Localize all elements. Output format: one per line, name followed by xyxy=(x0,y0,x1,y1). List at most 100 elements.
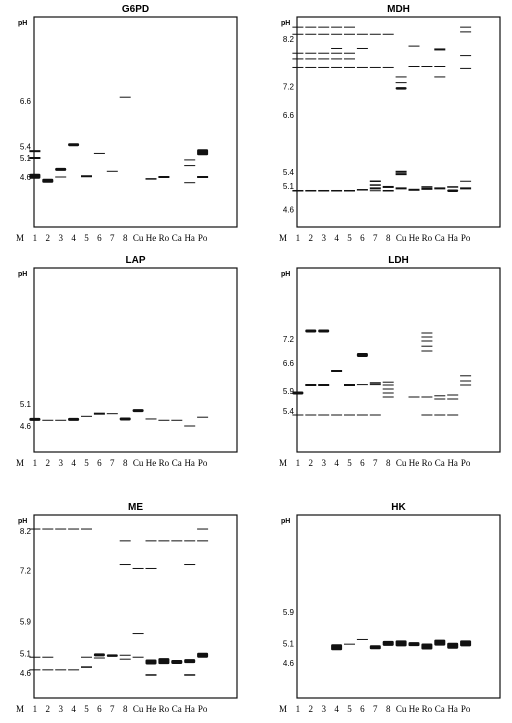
panel-mdh: MDH pH 8.2 7.2 6.6 5.4 5.1 4.6 M 1 2 3 4 5 6 7 8 Cu He Ro Ca… xyxy=(279,4,501,243)
band xyxy=(197,528,209,530)
lane-label: M xyxy=(16,233,24,243)
band xyxy=(318,384,330,386)
lane-label: 2 xyxy=(46,458,51,468)
band xyxy=(119,540,131,542)
band xyxy=(158,540,170,542)
band xyxy=(145,567,157,569)
ph-axis-label: pH xyxy=(281,518,290,525)
lane-label: 8 xyxy=(386,233,391,243)
ph-tick-label: 6.6 xyxy=(283,111,295,120)
band xyxy=(55,167,67,171)
band xyxy=(305,329,317,333)
lane-label: 5 xyxy=(347,704,352,714)
lane-label: 5 xyxy=(347,233,352,243)
ph-tick-label: 4.6 xyxy=(20,422,32,431)
band xyxy=(197,176,209,178)
lane-label: 8 xyxy=(386,458,391,468)
lane-label: 7 xyxy=(110,233,115,243)
band xyxy=(119,417,131,421)
lane-label: M xyxy=(16,458,24,468)
ph-tick-label: 4.6 xyxy=(20,669,32,678)
band xyxy=(460,640,472,647)
band xyxy=(42,656,54,658)
lane-label: He xyxy=(409,458,420,468)
band xyxy=(382,392,394,394)
band xyxy=(447,186,459,188)
band xyxy=(395,76,407,78)
band xyxy=(184,540,196,542)
band xyxy=(93,657,105,659)
band xyxy=(447,414,459,416)
band xyxy=(408,396,420,398)
band xyxy=(356,66,368,68)
band xyxy=(93,653,105,657)
lane-label: 8 xyxy=(386,704,391,714)
ph-tick-label: 5.9 xyxy=(20,618,32,627)
band xyxy=(421,396,433,398)
band xyxy=(369,382,381,384)
lane-label: 6 xyxy=(360,458,365,468)
band xyxy=(344,414,355,416)
band xyxy=(171,419,183,421)
ph-tick-label: 4.6 xyxy=(283,206,295,215)
lane-label: Po xyxy=(198,458,208,468)
lane-label: 5 xyxy=(347,458,352,468)
lane-label: 1 xyxy=(33,233,38,243)
ph-tick-label: 5.1 xyxy=(20,400,32,409)
band xyxy=(382,66,394,68)
band xyxy=(119,658,131,660)
band xyxy=(305,52,317,54)
ph-tick-label: 7.2 xyxy=(283,82,295,91)
band xyxy=(434,66,446,68)
panel-ldh: LDH pH 7.2 6.6 5.9 5.4 M 1 2 3 4 5 6 7 8 Cu He Ro Ca Ha Po xyxy=(279,255,501,468)
lane-label: He xyxy=(409,233,420,243)
band xyxy=(145,178,157,180)
band xyxy=(344,52,355,54)
ph-axis-label: pH xyxy=(18,271,27,278)
panel-hk: HK pH 5.9 5.1 4.6 M 1 2 3 4 5 6 7 8 Cu He Ro Ca Ha Po xyxy=(279,502,501,714)
lane-label: 5 xyxy=(84,704,89,714)
band xyxy=(369,184,381,186)
lane-label: 2 xyxy=(46,704,51,714)
ph-axis-label: pH xyxy=(281,20,290,27)
band xyxy=(395,170,407,173)
band xyxy=(158,176,170,178)
band xyxy=(171,540,183,542)
lane-label: Ro xyxy=(422,458,433,468)
band xyxy=(369,66,381,68)
band xyxy=(318,58,330,60)
band xyxy=(344,33,355,35)
lane-label: 4 xyxy=(71,233,76,243)
band xyxy=(421,340,433,342)
band xyxy=(305,384,317,386)
lane-label: 2 xyxy=(309,704,314,714)
lane-label: Ro xyxy=(159,704,170,714)
lane-label: 3 xyxy=(58,458,63,468)
panel-frame xyxy=(33,16,238,228)
lane-label: Ha xyxy=(184,704,195,714)
ph-tick-label: 5.4 xyxy=(283,168,295,177)
lane-label: Po xyxy=(461,704,471,714)
lane-label: 4 xyxy=(334,233,339,243)
band xyxy=(55,669,67,671)
band xyxy=(382,388,394,390)
band xyxy=(356,638,368,640)
lane-label: 2 xyxy=(309,233,314,243)
band xyxy=(305,58,317,60)
lane-label: 7 xyxy=(373,458,378,468)
lane-label: 8 xyxy=(123,233,128,243)
band xyxy=(356,47,368,49)
band xyxy=(145,659,157,665)
band xyxy=(145,540,157,542)
lane-label: 4 xyxy=(334,704,339,714)
band xyxy=(158,419,170,421)
band xyxy=(197,416,209,418)
ph-tick-label: 5.1 xyxy=(20,154,32,163)
band xyxy=(29,669,41,671)
lane-label: 2 xyxy=(309,458,314,468)
band xyxy=(292,58,304,60)
panel-me: ME pH 8.2 7.2 5.9 5.1 4.6 M 1 2 3 4 5 6 7 8 Cu He Ro Ca Ha Po xyxy=(16,502,238,714)
lane-label: 3 xyxy=(321,233,326,243)
panel-title: LDH xyxy=(388,255,409,266)
lane-label: Po xyxy=(198,233,208,243)
